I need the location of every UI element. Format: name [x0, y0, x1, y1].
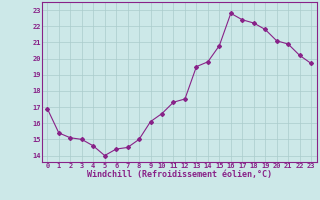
X-axis label: Windchill (Refroidissement éolien,°C): Windchill (Refroidissement éolien,°C) — [87, 170, 272, 179]
